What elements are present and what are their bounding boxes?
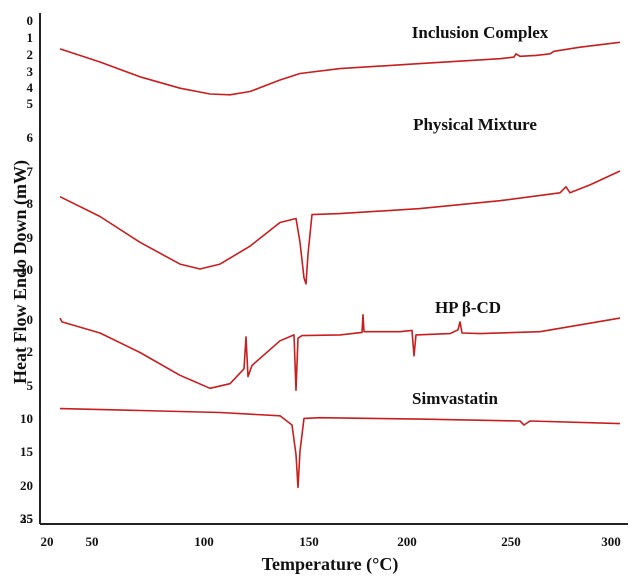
x-tick-label: 150 bbox=[299, 534, 319, 549]
x-tick-label: 20 bbox=[41, 534, 54, 549]
y-ticks-upper: 0 1 2 345 6 7 8 9 10 bbox=[20, 13, 34, 277]
y-tick-label: 5 bbox=[27, 96, 34, 111]
y-tick-label: 3 bbox=[27, 64, 34, 79]
x-tick-label: 300 bbox=[601, 534, 621, 549]
y-tick-label: 9 bbox=[27, 230, 34, 245]
series-line-1 bbox=[59, 170, 621, 285]
x-ticks: 20 50 100 150 200 250 300 bbox=[41, 534, 621, 549]
x-axis-title: Temperature (°C) bbox=[262, 554, 399, 575]
x-tick-label: 200 bbox=[397, 534, 417, 549]
x-tick-label: 100 bbox=[194, 534, 214, 549]
y-tick-label: 10 bbox=[20, 262, 33, 277]
x-tick-label: 50 bbox=[86, 534, 99, 549]
y-tick-label: 2 bbox=[27, 47, 34, 62]
y-tick-label: 8 bbox=[27, 196, 34, 211]
y-tick-label: 5 bbox=[27, 378, 34, 393]
y-tick-label: 7 bbox=[27, 164, 34, 179]
y-tick-label: 20 bbox=[20, 478, 33, 493]
y-tick-label: 10 bbox=[20, 411, 33, 426]
y-tick-label: 2 bbox=[27, 344, 34, 359]
y-tick-label: 4 bbox=[27, 80, 34, 95]
series-label: Physical Mixture bbox=[413, 115, 537, 134]
series-line-2 bbox=[59, 313, 621, 392]
axes bbox=[39, 13, 628, 525]
series-label: Simvastatin bbox=[412, 389, 499, 408]
series-label: HP β-CD bbox=[435, 298, 501, 317]
series-label: Inclusion Complex bbox=[412, 23, 549, 42]
y-tick-label: 25 bbox=[20, 511, 34, 526]
series-line-3 bbox=[59, 407, 621, 489]
y-tick-label: 6 bbox=[27, 130, 34, 145]
y-tick-label: 0 bbox=[27, 13, 34, 28]
y-tick-label: 0 bbox=[27, 312, 34, 327]
series-line-0 bbox=[59, 41, 621, 96]
y-tick-label: 35 bbox=[20, 511, 34, 526]
curves bbox=[59, 41, 621, 489]
y-axis-title: Heat Flow Endo Down (mW) bbox=[10, 160, 31, 384]
series-labels: Inclusion Complex Physical Mixture HP β-CD… bbox=[412, 23, 549, 408]
y-tick-label: 15 bbox=[20, 444, 34, 459]
y-tick-label: 1 bbox=[27, 30, 34, 45]
x-tick-label: 250 bbox=[501, 534, 521, 549]
